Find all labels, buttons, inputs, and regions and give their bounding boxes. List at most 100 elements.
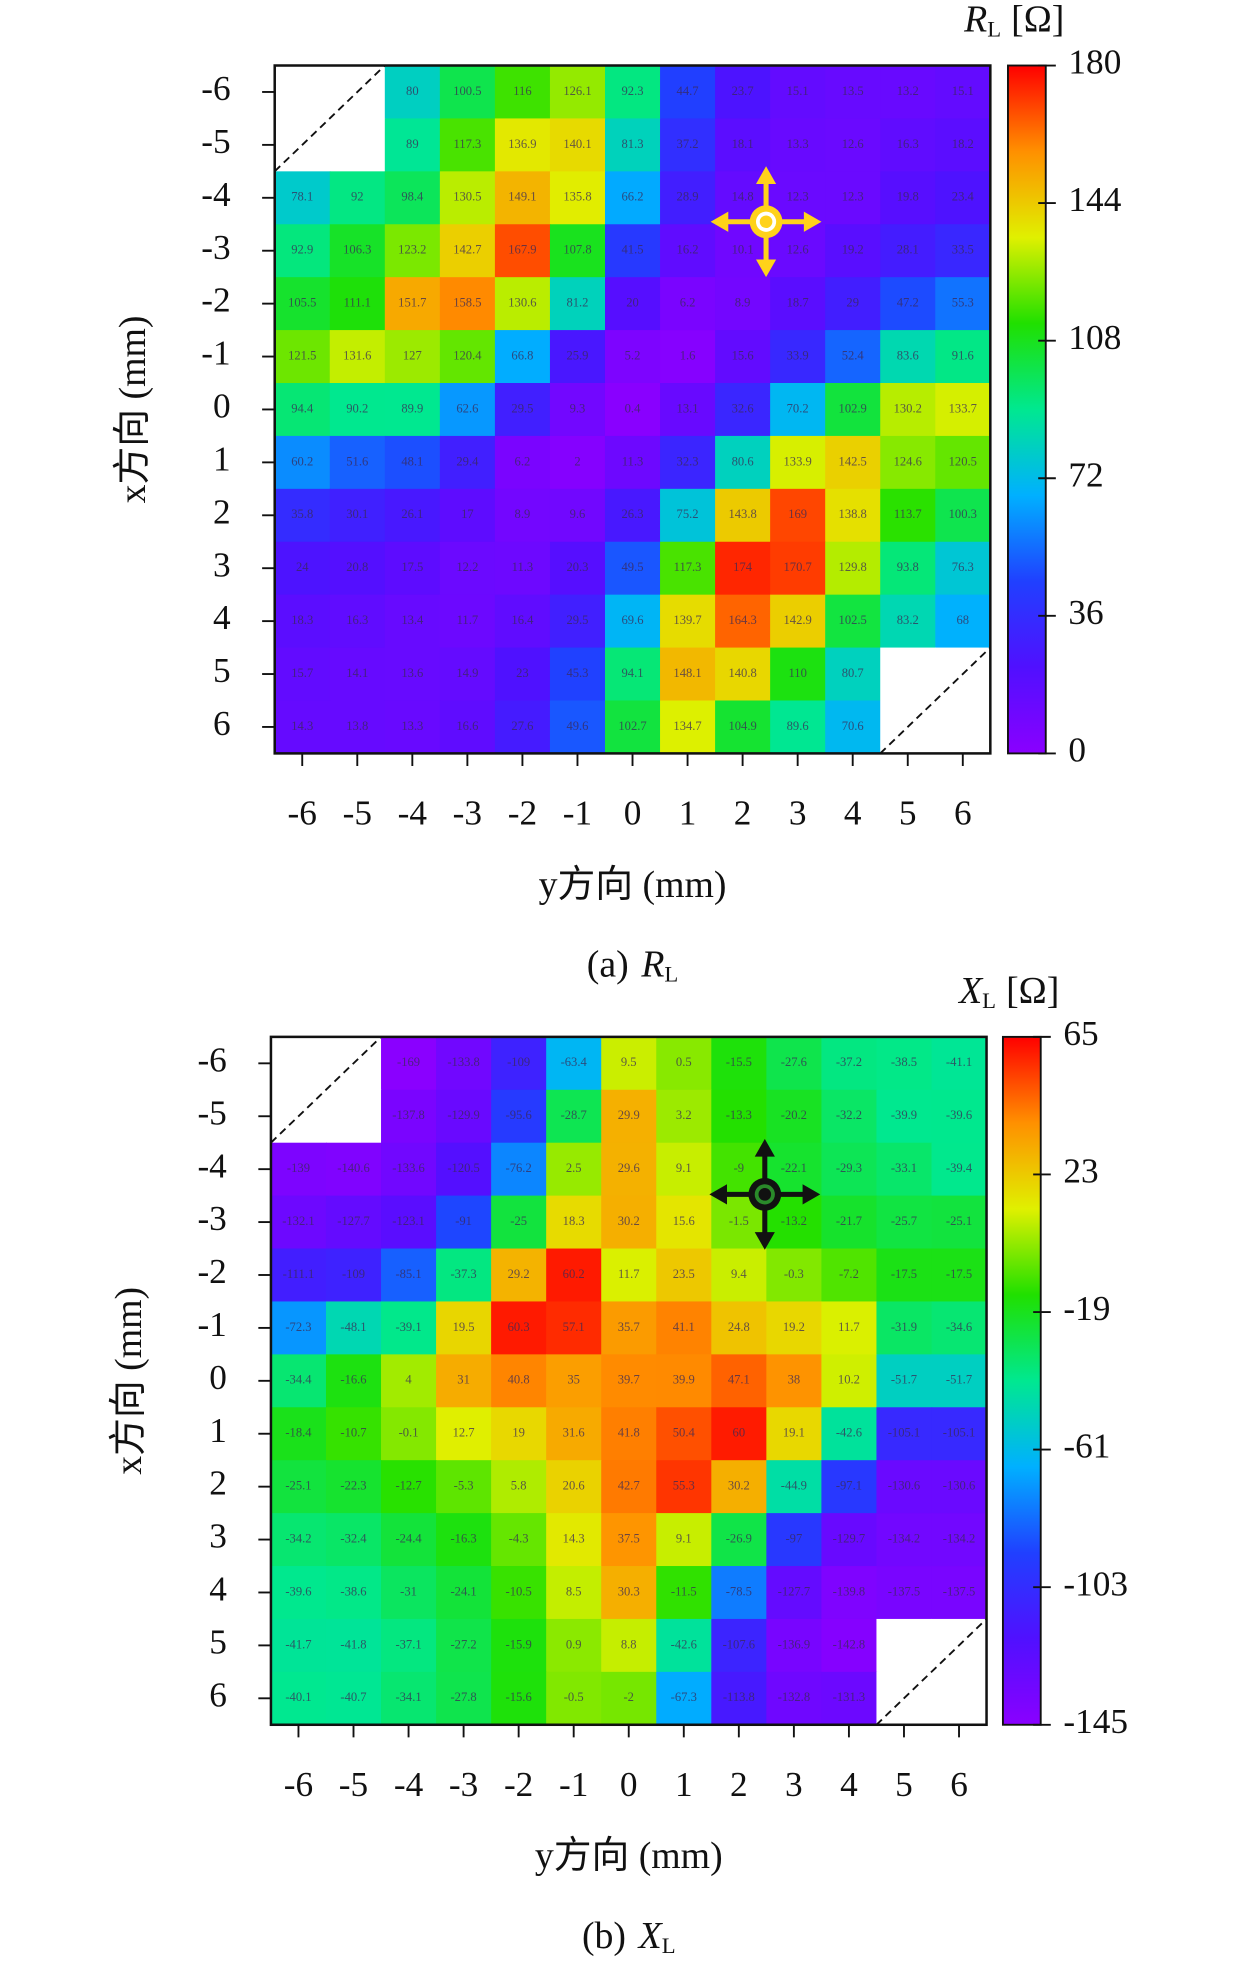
heat-cell	[711, 1513, 768, 1567]
heat-cell	[766, 1089, 823, 1144]
colorbar-tick-label: -145	[1063, 1702, 1128, 1741]
cell-label: -37.2	[836, 1055, 862, 1069]
heat-cell	[325, 1142, 382, 1197]
cell-label: 20.8	[346, 560, 368, 574]
x-tick-label: -4	[398, 793, 428, 832]
heat-cell	[770, 435, 826, 490]
cell-label: -32.2	[836, 1108, 862, 1122]
y-tick-label: 6	[209, 1675, 227, 1714]
cell-label: 158.5	[453, 296, 481, 310]
corner-diagonal	[879, 646, 991, 755]
cell-label: -15.6	[506, 1690, 532, 1704]
heat-cell	[601, 1354, 658, 1409]
heat-cell	[549, 224, 606, 278]
cell-label: 48.1	[401, 454, 423, 468]
heat-cell	[935, 118, 992, 173]
heat-cell	[876, 1036, 933, 1091]
x-tick-label: 1	[675, 1765, 693, 1804]
cell-label: -22.1	[781, 1161, 807, 1175]
cell-label: -134.2	[888, 1531, 921, 1545]
cell-label: 38	[788, 1373, 801, 1387]
cell-label: 5.8	[511, 1479, 527, 1493]
heat-cell	[546, 1036, 602, 1091]
cell-label: 29.5	[511, 401, 533, 415]
heat-cell	[601, 1671, 658, 1726]
cell-label: -38.6	[340, 1584, 366, 1598]
cell-label: 15.1	[787, 84, 809, 98]
heat-cell	[711, 1671, 768, 1726]
heat-cell	[494, 277, 551, 331]
cell-label: 49.5	[622, 560, 644, 574]
y-tick-label: 5	[209, 1622, 227, 1661]
cell-label: 66.2	[622, 190, 644, 204]
cell-label: 2.5	[566, 1161, 582, 1175]
heat-cell	[274, 224, 331, 278]
cell-label: -127.7	[778, 1584, 811, 1598]
cell-label: 140.8	[728, 666, 756, 680]
heat-cell	[439, 700, 496, 755]
cell-label: 131.6	[343, 348, 371, 362]
cell-label: 133.9	[784, 454, 812, 468]
heat-cell	[931, 1142, 988, 1197]
position-icon	[710, 166, 822, 278]
cell-label: -27.8	[450, 1690, 476, 1704]
cell-label: 15.6	[673, 1214, 695, 1228]
y-tick-label: 0	[213, 387, 231, 426]
heat-cell	[329, 383, 386, 437]
heat-cell	[876, 1513, 933, 1567]
heat-cell	[825, 488, 881, 543]
heat-cell	[715, 488, 771, 543]
heat-cell	[601, 1248, 658, 1303]
cell-label: 31.6	[563, 1426, 585, 1440]
heat-cell	[601, 1460, 658, 1514]
cell-label: -113.8	[723, 1690, 755, 1704]
cell-label: 83.2	[897, 613, 919, 627]
heat-cell	[491, 1671, 547, 1726]
heat-cell	[825, 647, 881, 702]
y-tick-label: 1	[209, 1411, 227, 1450]
heat-cell	[436, 1671, 492, 1726]
cell-label: 12.3	[787, 190, 809, 204]
cell-label: -97.1	[836, 1479, 862, 1493]
heat-cell	[546, 1513, 602, 1567]
heat-cell	[931, 1195, 988, 1250]
cell-label: 19.2	[783, 1320, 805, 1334]
heat-cell	[660, 383, 716, 437]
heat-cell	[880, 171, 937, 226]
cell-label: 23	[516, 666, 529, 680]
cell-label: -39.9	[891, 1108, 917, 1122]
heat-cell	[931, 1354, 988, 1409]
heat-cell	[601, 1301, 658, 1356]
heat-cell	[660, 118, 716, 173]
heat-cell	[931, 1248, 988, 1303]
heat-cell	[656, 1407, 713, 1461]
cell-label: 9.4	[731, 1267, 747, 1281]
heat-cell	[274, 435, 331, 490]
cell-label: -109	[342, 1267, 365, 1281]
heat-cell	[931, 1301, 988, 1356]
heat-cell	[711, 1460, 768, 1514]
heat-cell	[656, 1513, 713, 1567]
cell-label: 116	[513, 84, 531, 98]
cell-label: 12.3	[842, 190, 864, 204]
colorbar-title-symbol: R	[963, 0, 987, 40]
heat-cell	[546, 1195, 602, 1250]
cell-label: 89	[406, 137, 419, 151]
cell-label: 37.5	[618, 1531, 640, 1545]
cell-label: 130.2	[894, 401, 922, 415]
heat-cell	[436, 1460, 492, 1514]
cell-label: -42.6	[671, 1637, 697, 1651]
x-tick-label: -2	[508, 793, 537, 832]
cell-label: 18.2	[952, 137, 974, 151]
cell-label: 41.8	[618, 1426, 640, 1440]
heat-cell	[770, 488, 826, 543]
heat-cell	[439, 541, 496, 596]
cell-label: 11.7	[618, 1267, 640, 1281]
cell-label: -10.7	[340, 1426, 366, 1440]
cell-label: -25.1	[285, 1479, 311, 1493]
heat-cell	[660, 541, 716, 596]
heat-cell	[821, 1195, 878, 1250]
heat-cell	[270, 1248, 327, 1303]
heat-cell	[439, 435, 496, 490]
cell-label: 121.5	[288, 348, 316, 362]
